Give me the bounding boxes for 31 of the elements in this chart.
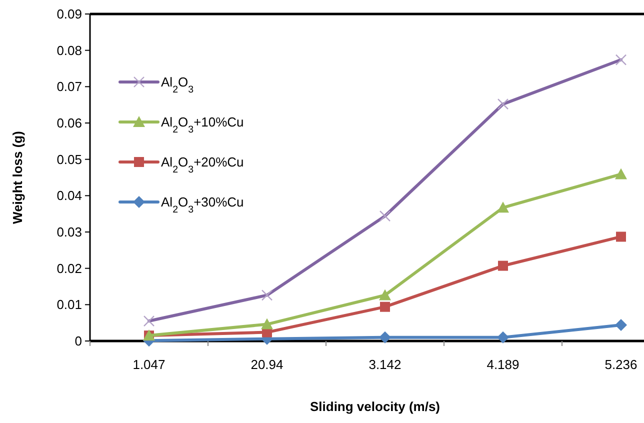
y-tick-label: 0.05 (56, 152, 82, 167)
point (379, 331, 391, 344)
point (261, 318, 273, 330)
point (497, 331, 509, 344)
y-tick-label: 0 (74, 334, 82, 349)
x-tick-label: 5.236 (604, 357, 638, 372)
y-tick-label: 0.09 (56, 6, 82, 22)
point (615, 319, 627, 332)
point (498, 260, 508, 271)
x-axis-title: Sliding velocity (m/s) (310, 399, 440, 414)
x-tick-label: 1.047 (132, 357, 166, 372)
x-tick-label: 4.189 (486, 357, 520, 372)
y-tick-label: 0.01 (56, 297, 82, 312)
point (616, 232, 626, 242)
y-tick-label: 0.04 (56, 188, 82, 204)
point (379, 289, 391, 300)
legend-label: Al$_{2}$O$_{3}$+10%Cu (161, 114, 244, 136)
y-tick-label: 0.07 (56, 79, 82, 94)
legend-label: Al$_{2}$O$_{3}$+30%Cu (161, 194, 244, 216)
legend-label: Al$_{2}$O$_{3}$+20%Cu (161, 154, 244, 176)
y-axis-title: Weight loss (g) (10, 131, 25, 224)
x-tick-label: 20.94 (250, 357, 284, 372)
point (497, 202, 509, 213)
y-tick-label: 0.06 (56, 116, 82, 131)
y-tick-label: 0.03 (56, 224, 82, 240)
legend-label: Al$_{2}$O$_{3}$ (161, 74, 194, 96)
y-tick-label: 0.02 (56, 260, 82, 276)
point (615, 168, 627, 180)
x-tick-label: 3.142 (368, 357, 402, 372)
point (380, 302, 390, 312)
y-tick-label: 0.08 (56, 42, 82, 58)
